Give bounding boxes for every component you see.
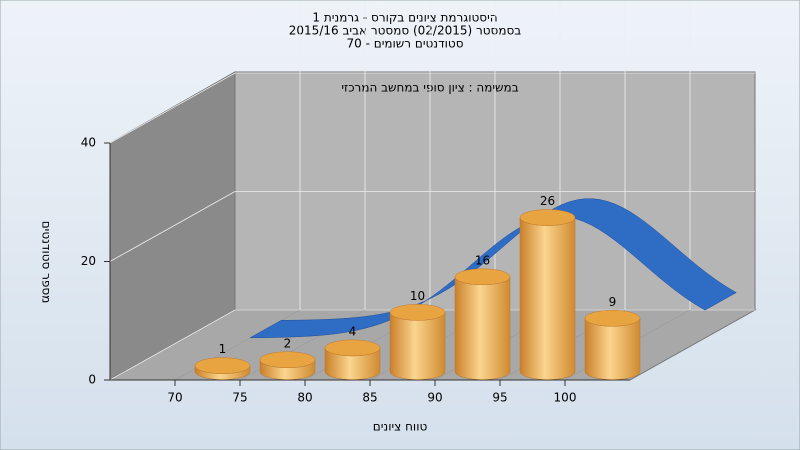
- x-axis-label: טווח ציונים: [373, 420, 428, 434]
- y-tick-label: 0: [88, 373, 96, 387]
- bar-top: [584, 310, 641, 327]
- bar: [389, 312, 446, 380]
- value-label: 16: [475, 253, 490, 267]
- grid-line: [109, 309, 236, 381]
- x-tick-label: 70: [167, 391, 182, 405]
- y-tick-label: 20: [81, 254, 96, 268]
- x-tick-label: 95: [492, 391, 507, 405]
- x-tick-label: 100: [554, 391, 577, 405]
- bar-top: [194, 357, 251, 374]
- bar-top: [454, 268, 511, 286]
- x-tick-label: 85: [362, 391, 377, 405]
- chart-title: בסמסטר (02/2015) סמסטר אביב 2015/16: [289, 24, 521, 38]
- value-label: 9: [609, 295, 617, 309]
- grid-line: [109, 191, 236, 262]
- x-tick-label: 75: [232, 391, 247, 405]
- value-label: 10: [410, 289, 425, 303]
- bar-top: [324, 339, 381, 357]
- y-tick-label: 40: [81, 136, 96, 150]
- grid-line: [109, 72, 236, 144]
- bar-top: [259, 351, 316, 368]
- bar-top: [519, 209, 576, 226]
- x-tick-label: 80: [297, 391, 312, 405]
- bar: [454, 276, 511, 380]
- chart-title: סטודנטים רשומים - 70: [346, 37, 463, 51]
- y-axis-label: מספר סטודנטים: [40, 221, 54, 304]
- bar-top: [389, 304, 446, 321]
- x-tick-label: 90: [427, 391, 442, 405]
- bar: [519, 217, 576, 380]
- value-label: 4: [349, 324, 357, 338]
- bar: [584, 318, 641, 380]
- value-label: 1: [219, 342, 227, 356]
- value-label: 26: [540, 194, 555, 208]
- chart-title: היסטוגרמת ציונים בקורס - גרמנית 1: [312, 11, 497, 25]
- value-label: 2: [284, 336, 292, 350]
